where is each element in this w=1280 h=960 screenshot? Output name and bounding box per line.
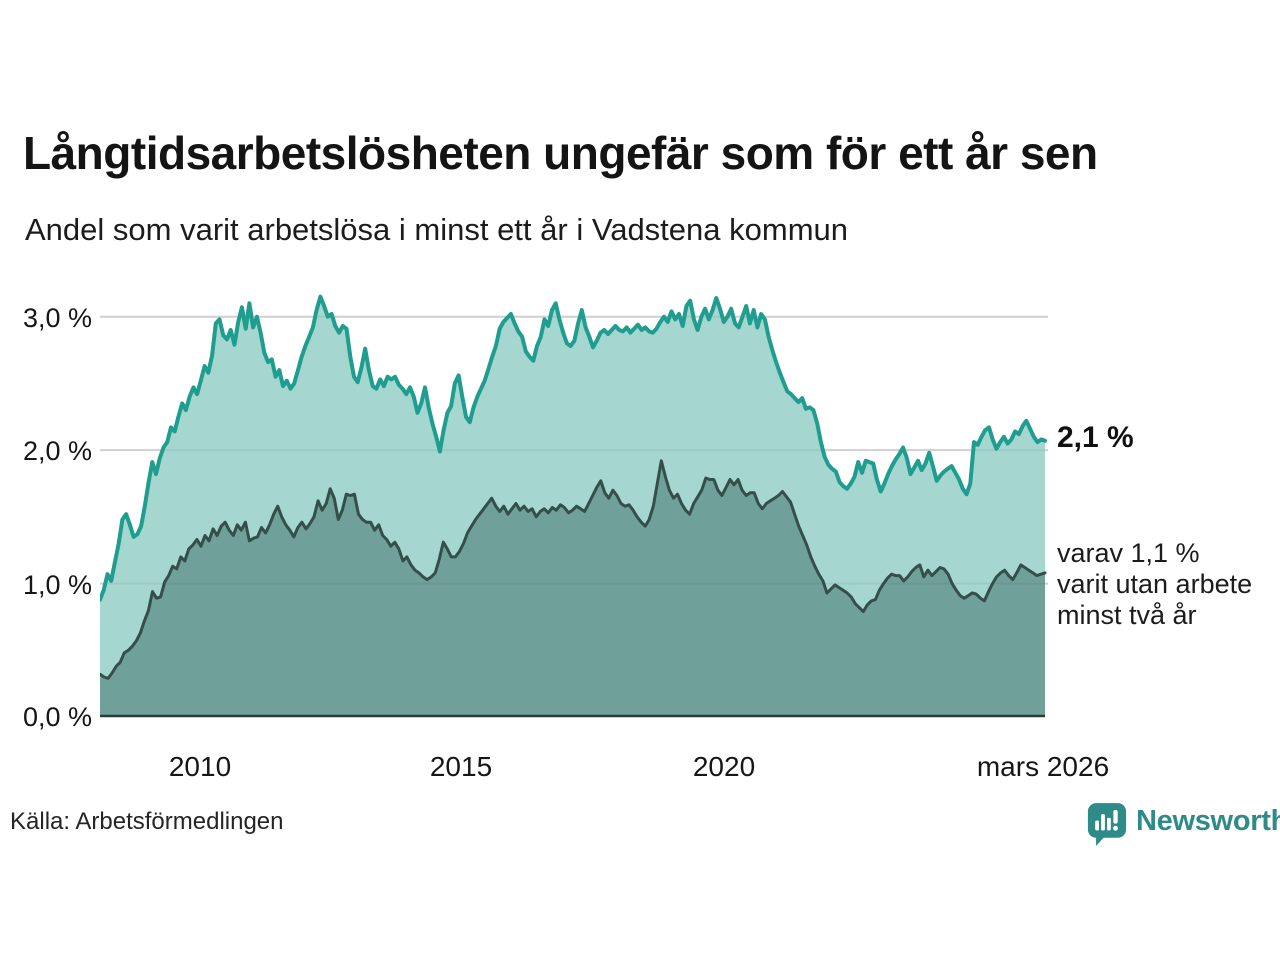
y-tick-1: 1,0 % — [22, 570, 92, 600]
newsworthy-brand: Newsworthy — [1087, 802, 1280, 848]
series-end-label-one-year: 2,1 % — [1057, 421, 1134, 454]
x-tick-2020: 2020 — [692, 751, 756, 782]
y-tick-2: 2,0 % — [22, 436, 92, 466]
series-end-label-two-years: varav 1,1 % varit utan arbete minst två … — [1057, 538, 1252, 631]
area-chart-plot — [100, 294, 1048, 718]
subnote-line-2: varit utan arbete — [1057, 569, 1253, 599]
x-tick-2015: 2015 — [429, 751, 493, 782]
subnote-line-1: varav 1,1 % — [1057, 538, 1200, 568]
y-tick-3: 3,0 % — [22, 303, 92, 333]
x-tick-mars-2026: mars 2026 — [976, 751, 1110, 782]
page-title: Långtidsarbetslösheten ungefär som för e… — [23, 127, 1098, 179]
source-credit: Källa: Arbetsförmedlingen — [10, 808, 284, 835]
page-subtitle: Andel som varit arbetslösa i minst ett å… — [25, 212, 848, 247]
subnote-line-3: minst två år — [1057, 600, 1197, 630]
y-tick-0: 0,0 % — [22, 702, 92, 732]
newsworthy-brand-name: Newsworthy — [1136, 805, 1280, 837]
x-tick-2010: 2010 — [168, 751, 232, 782]
newsworthy-logo-icon — [1087, 803, 1127, 846]
